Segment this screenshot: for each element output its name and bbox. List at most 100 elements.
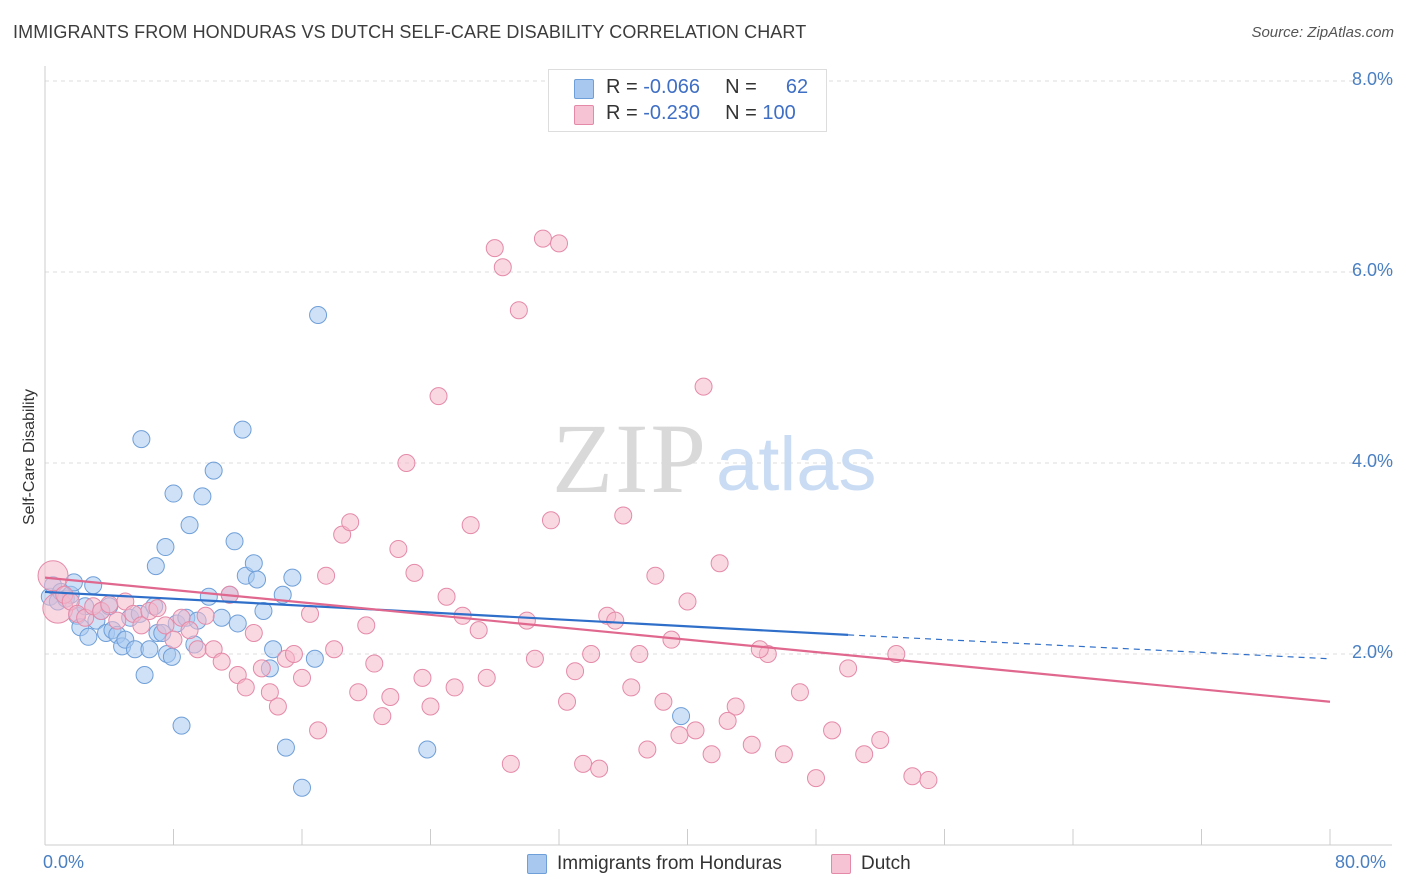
chart-title: IMMIGRANTS FROM HONDURAS VS DUTCH SELF-C…	[13, 22, 807, 42]
point-dutch	[260, 683, 279, 702]
point-dutch	[349, 683, 368, 702]
point-dutch	[188, 640, 207, 659]
point-dutch	[550, 234, 568, 253]
point-honduras	[273, 585, 292, 604]
legend-n-label: N =	[725, 76, 757, 98]
point-dutch	[437, 587, 456, 606]
point-dutch	[100, 595, 119, 614]
point-dutch	[903, 767, 922, 786]
point-dutch	[445, 678, 464, 697]
x-tick-label-min: 0.0%	[43, 852, 85, 872]
point-honduras	[199, 587, 218, 606]
point-dutch	[807, 769, 825, 788]
trendline-dutch	[44, 576, 1331, 703]
point-dutch	[284, 645, 303, 663]
point-dutch	[622, 678, 641, 697]
point-honduras	[244, 554, 263, 573]
point-dutch	[429, 387, 448, 406]
point-dutch	[341, 513, 360, 532]
point-dutch	[694, 377, 713, 396]
point-dutch	[509, 301, 528, 320]
point-dutch	[357, 616, 376, 635]
point-dutch	[413, 668, 432, 687]
trend-lines	[44, 576, 1331, 703]
point-honduras	[293, 778, 311, 797]
legend-n-value: 100	[762, 102, 796, 124]
point-dutch	[493, 258, 512, 277]
point-honduras	[84, 576, 103, 595]
bottom-legend-label-honduras: Immigrants from Honduras	[557, 853, 782, 874]
point-honduras	[418, 740, 437, 759]
point-dutch	[702, 745, 721, 764]
point-honduras	[309, 305, 328, 324]
point-honduras	[264, 640, 283, 659]
watermark-atlas: atlas	[716, 422, 877, 507]
y-tick-label: 6.0%	[1351, 260, 1393, 280]
point-dutch	[317, 566, 336, 585]
point-dutch	[365, 654, 384, 673]
point-dutch	[566, 662, 585, 681]
point-dutch	[325, 640, 344, 659]
point-dutch	[871, 730, 890, 749]
bottom-legend-swatch-honduras	[527, 854, 547, 874]
point-honduras	[156, 538, 175, 557]
point-honduras	[164, 484, 183, 503]
point-dutch	[646, 566, 665, 585]
y-tick-label: 8.0%	[1351, 69, 1393, 89]
watermark: ZIP atlas	[552, 403, 877, 514]
point-dutch	[293, 668, 311, 687]
point-dutch	[823, 721, 842, 740]
point-dutch	[485, 239, 504, 258]
x-tick-label-max: 80.0%	[1335, 852, 1387, 872]
trendline-honduras-extrapolated	[848, 634, 1331, 660]
axes	[44, 66, 1392, 846]
point-honduras	[305, 649, 324, 668]
point-dutch	[541, 511, 560, 530]
point-dutch	[461, 516, 480, 535]
legend-swatch-dutch	[574, 105, 594, 125]
watermark-zip: ZIP	[552, 403, 708, 514]
bottom-legend-label-dutch: Dutch	[861, 853, 911, 874]
point-dutch	[244, 623, 263, 642]
point-dutch	[839, 659, 858, 678]
point-dutch	[574, 754, 593, 773]
point-dutch	[670, 726, 689, 745]
y-tick-label: 2.0%	[1351, 642, 1393, 662]
point-dutch	[686, 721, 705, 740]
point-dutch	[614, 506, 633, 525]
point-honduras	[248, 570, 267, 589]
point-dutch	[726, 697, 745, 716]
point-honduras	[162, 647, 181, 666]
legend-n-label: N =	[725, 102, 757, 124]
point-dutch	[148, 599, 167, 618]
point-dutch	[501, 754, 520, 773]
point-honduras	[233, 420, 252, 439]
point-dutch	[309, 721, 328, 740]
point-dutch	[196, 606, 215, 625]
point-dutch	[469, 621, 488, 640]
point-dutch	[533, 229, 552, 248]
y-tick-label: 4.0%	[1351, 451, 1393, 471]
source-label: Source: ZipAtlas.com	[1251, 24, 1394, 41]
point-dutch	[180, 621, 199, 640]
point-dutch	[590, 759, 609, 778]
point-dutch	[156, 616, 175, 635]
point-dutch	[606, 611, 625, 630]
point-dutch	[718, 711, 737, 730]
point-dutch	[373, 707, 392, 726]
point-honduras	[254, 602, 273, 621]
point-dutch	[855, 745, 874, 764]
point-dutch	[301, 604, 320, 623]
legend-r-value: -0.066	[643, 76, 700, 98]
bottom-legend-swatch-dutch	[831, 854, 851, 874]
point-dutch	[517, 611, 536, 630]
point-dutch	[630, 645, 649, 663]
point-dutch	[421, 697, 440, 716]
point-dutch	[919, 771, 938, 790]
point-dutch	[750, 640, 769, 659]
point-dutch	[774, 745, 793, 764]
point-dutch	[525, 649, 544, 668]
point-dutch	[405, 563, 424, 582]
point-dutch	[389, 539, 408, 558]
